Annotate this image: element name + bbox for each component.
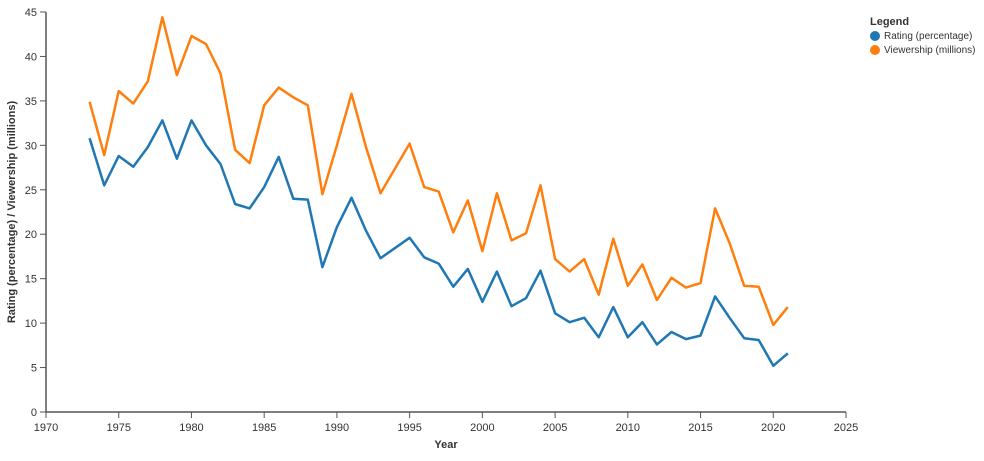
y-tick-label: 35 — [25, 96, 37, 108]
x-tick-label: 2005 — [543, 422, 567, 434]
series-lines — [88, 16, 789, 368]
y-tick-label: 5 — [31, 363, 37, 375]
y-tick-label: 15 — [25, 274, 37, 286]
axes: 1970 1975 1980 1985 1990 1995 2000 2005 2010 2015… — [25, 7, 858, 434]
x-tick-label: 1995 — [397, 422, 421, 434]
y-tick-label: 30 — [25, 140, 37, 152]
legend: Legend Rating (percentage) Viewership (m… — [870, 16, 976, 56]
series-line-viewership — [88, 16, 789, 327]
x-tick-label: 2010 — [616, 422, 640, 434]
legend-swatch-rating — [870, 31, 880, 41]
legend-label-viewership: Viewership (millions) — [884, 45, 976, 56]
x-tick-label: 2025 — [834, 422, 858, 434]
x-tick-label: 1985 — [252, 422, 276, 434]
x-tick-label: 2020 — [761, 422, 785, 434]
x-axis-title: Year — [434, 439, 458, 451]
x-tick-label: 2015 — [688, 422, 712, 434]
x-tick-label: 1970 — [34, 422, 58, 434]
y-tick-label: 0 — [31, 407, 37, 419]
x-tick-label: 1980 — [179, 422, 203, 434]
x-tick-label: 1975 — [106, 422, 130, 434]
y-tick-label: 20 — [25, 229, 37, 241]
x-tick-label: 2000 — [470, 422, 494, 434]
series-line-rating — [88, 119, 789, 368]
y-tick-label: 10 — [25, 318, 37, 330]
x-tick-label: 1990 — [325, 422, 349, 434]
y-axis-title: Rating (percentage) / Viewership (millio… — [6, 101, 18, 324]
y-tick-label: 40 — [25, 51, 37, 63]
y-tick-label: 25 — [25, 185, 37, 197]
legend-label-rating: Rating (percentage) — [884, 31, 972, 42]
legend-title: Legend — [870, 16, 909, 28]
y-tick-label: 45 — [25, 7, 37, 19]
legend-swatch-viewership — [870, 45, 880, 55]
